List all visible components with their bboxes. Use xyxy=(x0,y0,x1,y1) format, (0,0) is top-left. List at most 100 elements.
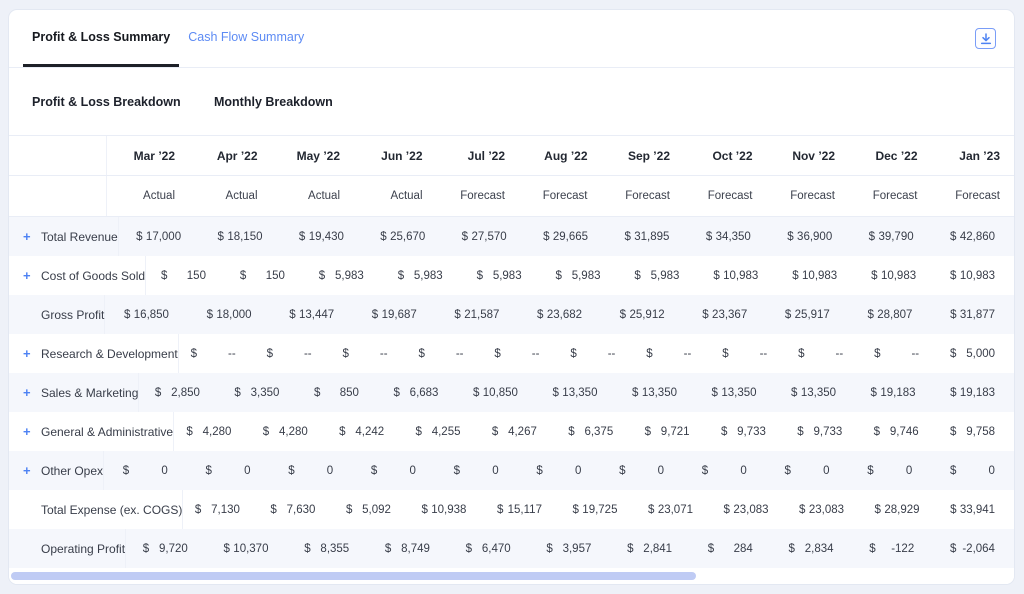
money-value: 5,000 xyxy=(966,348,995,360)
download-button[interactable] xyxy=(975,28,996,49)
row-label: Total Revenue xyxy=(41,230,118,244)
money-cell: $23,367 xyxy=(684,295,767,334)
money-value: 9,758 xyxy=(966,426,995,438)
money-cell: $6,683 xyxy=(378,373,458,412)
horizontal-scrollbar-track[interactable] xyxy=(9,568,1014,585)
money-cell: $28,929 xyxy=(863,490,939,529)
currency-symbol: $ xyxy=(299,231,305,243)
expand-plus-icon[interactable]: + xyxy=(23,464,41,477)
currency-symbol: $ xyxy=(950,543,956,555)
money-value: 0 xyxy=(906,465,912,477)
money-value: 3,957 xyxy=(563,543,592,555)
currency-symbol: $ xyxy=(288,465,294,477)
currency-symbol: $ xyxy=(143,543,149,555)
tab-profit-loss-summary[interactable]: Profit & Loss Summary xyxy=(23,10,179,67)
currency-symbol: $ xyxy=(223,543,229,555)
currency-symbol: $ xyxy=(267,348,273,360)
currency-symbol: $ xyxy=(874,426,880,438)
money-cell: $0 xyxy=(187,451,270,490)
row-label: Other Opex xyxy=(41,464,103,478)
money-value: 39,790 xyxy=(878,231,913,243)
money-value: -- xyxy=(911,348,919,360)
currency-symbol: $ xyxy=(950,465,956,477)
currency-symbol: $ xyxy=(454,465,460,477)
money-value: 10,983 xyxy=(960,270,995,282)
money-value: -- xyxy=(760,348,768,360)
money-value: 2,850 xyxy=(171,387,200,399)
currency-symbol: $ xyxy=(492,426,498,438)
money-cell: $3,350 xyxy=(219,373,299,412)
currency-symbol: $ xyxy=(798,348,804,360)
currency-symbol: $ xyxy=(789,543,795,555)
expand-plus-icon[interactable]: + xyxy=(23,425,41,438)
currency-symbol: $ xyxy=(875,504,881,516)
row-label-cell: +Sales & Marketing xyxy=(9,373,139,412)
money-cell: $18,000 xyxy=(188,295,271,334)
expand-plus-icon[interactable]: + xyxy=(23,347,41,360)
expand-plus-icon[interactable]: + xyxy=(23,269,41,282)
currency-symbol: $ xyxy=(712,387,718,399)
money-cell: $23,071 xyxy=(636,490,712,529)
money-cell: $4,255 xyxy=(403,412,479,451)
money-value: 16,850 xyxy=(134,309,169,321)
money-value: 8,749 xyxy=(401,543,430,555)
money-value: 0 xyxy=(327,465,333,477)
currency-symbol: $ xyxy=(136,231,142,243)
summary-card: Profit & Loss Summary Cash Flow Summary … xyxy=(8,9,1015,585)
currency-symbol: $ xyxy=(473,387,479,399)
table-row: +Cost of Goods Sold$150$150$5,983$5,983$… xyxy=(9,256,1014,295)
money-cell: $8,749 xyxy=(368,529,449,568)
currency-symbol: $ xyxy=(195,504,201,516)
money-value: -2,064 xyxy=(962,543,995,555)
currency-symbol: $ xyxy=(627,543,633,555)
column-type-label: Actual xyxy=(189,176,272,216)
money-cell: $5,983 xyxy=(304,256,383,295)
currency-symbol: $ xyxy=(462,231,468,243)
column-month-header: May ’22 xyxy=(272,136,355,175)
header-spacer xyxy=(9,136,107,175)
money-cell: $0 xyxy=(849,451,932,490)
money-value: -- xyxy=(304,348,312,360)
money-cell: $25,917 xyxy=(766,295,849,334)
column-month-header: Mar ’22 xyxy=(107,136,190,175)
row-label: Gross Profit xyxy=(41,308,104,322)
money-value: 29,665 xyxy=(553,231,588,243)
currency-symbol: $ xyxy=(372,309,378,321)
money-cell: $25,912 xyxy=(601,295,684,334)
table-row: +Total Revenue$17,000$18,150$19,430$25,6… xyxy=(9,217,1014,256)
money-value: 23,083 xyxy=(733,504,768,516)
currency-symbol: $ xyxy=(161,270,167,282)
expand-plus-icon[interactable]: + xyxy=(23,386,41,399)
currency-symbol: $ xyxy=(792,270,798,282)
row-label-cell: +Research & Development xyxy=(9,334,179,373)
expand-plus-icon[interactable]: + xyxy=(23,230,41,243)
money-value: 23,367 xyxy=(712,309,747,321)
horizontal-scrollbar-thumb[interactable] xyxy=(11,572,696,580)
money-cell: $0 xyxy=(518,451,601,490)
money-value: 19,725 xyxy=(582,504,617,516)
column-type-label: Actual xyxy=(354,176,437,216)
currency-symbol: $ xyxy=(398,270,404,282)
currency-symbol: $ xyxy=(568,426,574,438)
money-value: 5,092 xyxy=(362,504,391,516)
money-value: -122 xyxy=(891,543,914,555)
currency-symbol: $ xyxy=(791,387,797,399)
money-cell: $ -- xyxy=(255,334,331,373)
currency-symbol: $ xyxy=(950,504,956,516)
row-label: General & Administrative xyxy=(41,425,173,439)
money-value: 28,929 xyxy=(884,504,919,516)
money-cell: $19,725 xyxy=(561,490,637,529)
currency-symbol: $ xyxy=(867,465,873,477)
tab-cash-flow-summary[interactable]: Cash Flow Summary xyxy=(179,10,313,67)
currency-symbol: $ xyxy=(869,231,875,243)
money-cell: $31,877 xyxy=(931,295,1014,334)
money-cell: $5,983 xyxy=(383,256,462,295)
currency-symbol: $ xyxy=(155,387,161,399)
money-value: 18,150 xyxy=(227,231,262,243)
currency-symbol: $ xyxy=(346,504,352,516)
currency-symbol: $ xyxy=(371,465,377,477)
money-cell: $5,000 xyxy=(938,334,1014,373)
currency-symbol: $ xyxy=(950,387,956,399)
money-cell: $6,375 xyxy=(556,412,632,451)
money-cell: $-- xyxy=(179,334,255,373)
